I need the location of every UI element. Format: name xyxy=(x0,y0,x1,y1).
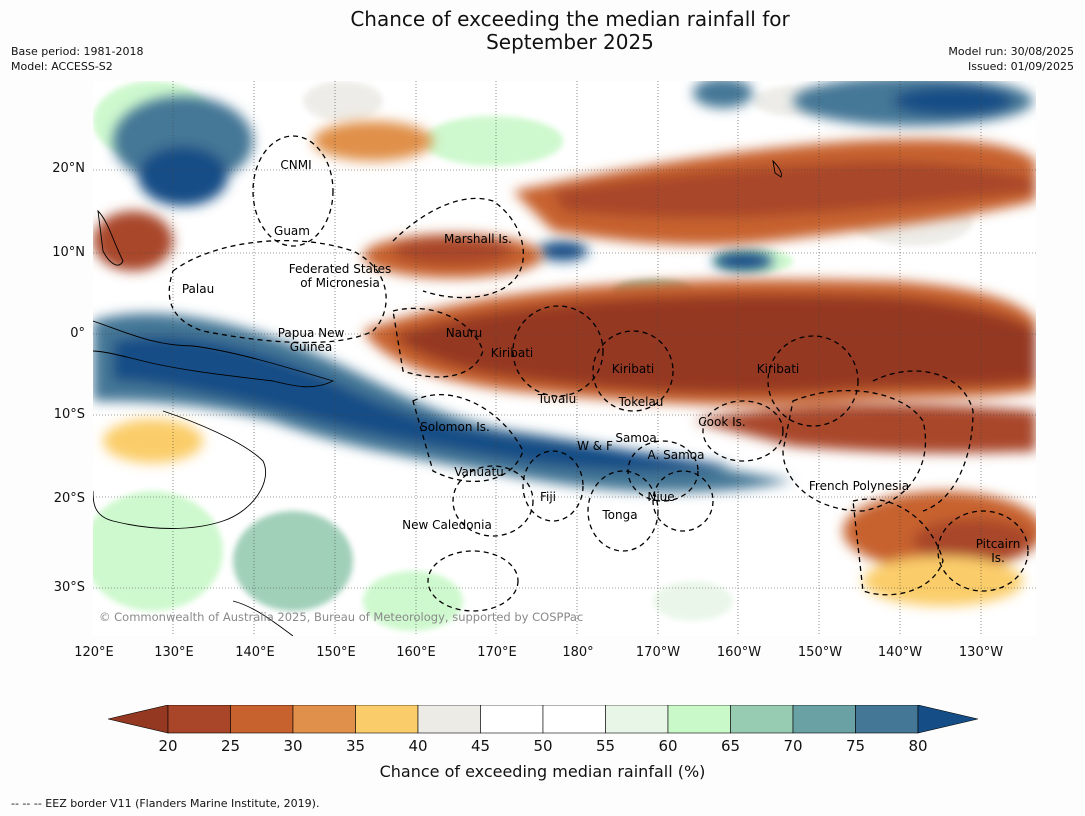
meta-left: Base period: 1981-2018 Model: ACCESS-S2 xyxy=(11,44,143,74)
lat-label-10s: 10°S xyxy=(53,407,85,422)
colorbar-cell xyxy=(792,705,856,734)
colorbar-tick-label: 35 xyxy=(345,737,366,755)
colorbar-cell xyxy=(355,705,419,734)
place-new-caledonia: New Caledonia xyxy=(402,518,492,532)
colorbar-cell xyxy=(167,705,231,734)
place-fsm-line1: Federated States xyxy=(288,262,392,276)
rainfall-map xyxy=(93,81,1036,636)
colorbar-tick-label: 80 xyxy=(908,737,928,755)
lon-label-180: 180° xyxy=(562,645,594,660)
place-cook-islands: Cook Is. xyxy=(698,415,746,429)
dry-anomaly-layer xyxy=(93,121,1036,606)
meta-right: Model run: 30/08/2025 Issued: 01/09/2025 xyxy=(948,44,1074,74)
place-png: Papua New Guinea xyxy=(278,326,345,354)
lon-label-160w: 160°W xyxy=(716,645,762,660)
place-wallis-futuna: W & F xyxy=(577,439,613,453)
place-pitcairn-line1: Pitcairn xyxy=(975,537,1021,551)
lat-label-20n: 20°N xyxy=(52,161,85,176)
colorbar-tick-label: 50 xyxy=(533,737,553,755)
lon-label-170e: 170°E xyxy=(477,645,517,660)
light-anomaly-layer xyxy=(93,81,973,631)
coastlines xyxy=(93,159,782,636)
place-png-line1: Papua New xyxy=(277,326,345,340)
lon-label-130e: 130°E xyxy=(154,645,194,660)
colorbar-cell xyxy=(417,705,481,734)
colorbar-cell xyxy=(855,705,919,734)
place-niue: Niue xyxy=(647,490,675,504)
map-title: Chance of exceeding the median rainfall … xyxy=(0,8,1085,54)
lon-label-140e: 140°E xyxy=(235,645,275,660)
colorbar-tick-label: 70 xyxy=(783,737,803,755)
place-nauru: Nauru xyxy=(445,326,483,340)
place-pitcairn: Pitcairn Is. xyxy=(976,537,1021,565)
place-pitcairn-line2: Is. xyxy=(991,551,1005,565)
place-vanuatu: Vanuatu xyxy=(454,465,504,479)
place-kiribati-central: Kiribati xyxy=(611,362,655,376)
lat-label-20s: 20°S xyxy=(53,491,85,506)
lon-label-120e: 120°E xyxy=(74,645,114,660)
place-fiji: Fiji xyxy=(539,490,557,504)
graticule xyxy=(93,81,1036,636)
place-png-line2: Guinea xyxy=(289,340,333,354)
title-line-1: Chance of exceeding the median rainfall … xyxy=(350,7,790,31)
lon-label-150e: 150°E xyxy=(316,645,356,660)
colorbar-tick-label: 25 xyxy=(220,737,241,755)
lon-label-160e: 160°E xyxy=(396,645,436,660)
colorbar-tick-label: 30 xyxy=(283,737,303,755)
place-tuvalu: Tuvalu xyxy=(537,392,577,406)
lon-label-170w: 170°W xyxy=(635,645,681,660)
place-fsm: Federated States of Micronesia xyxy=(289,262,391,290)
model-name: Model: ACCESS-S2 xyxy=(11,60,113,73)
colorbar-cell xyxy=(292,705,356,734)
issued-date: Issued: 01/09/2025 xyxy=(967,60,1074,73)
place-american-samoa: A. Samoa xyxy=(647,448,705,462)
place-solomon-islands: Solomon Is. xyxy=(420,420,490,434)
copyright-notice: © Commonwealth of Australia 2025, Bureau… xyxy=(99,610,584,624)
base-period: Base period: 1981-2018 xyxy=(11,45,144,58)
place-guam: Guam xyxy=(274,224,310,238)
colorbar-tick-label: 20 xyxy=(158,737,178,755)
title-line-2: September 2025 xyxy=(486,30,654,54)
colorbar-tick-label: 75 xyxy=(845,737,866,755)
place-palau: Palau xyxy=(181,282,215,296)
colorbar-label: Chance of exceeding median rainfall (%) xyxy=(379,762,706,781)
colorbar-cell xyxy=(730,705,794,734)
place-cnmi: CNMI xyxy=(280,158,312,172)
place-marshall-islands: Marshall Is. xyxy=(444,232,512,246)
place-tokelau: Tokelau xyxy=(618,395,664,409)
colorbar-tick-label: 60 xyxy=(658,737,678,755)
lon-label-150w: 150°W xyxy=(797,645,843,660)
colorbar-cell xyxy=(230,705,294,734)
colorbar-cell xyxy=(480,705,544,734)
eez-footnote: -- -- -- EEZ border V11 (Flanders Marine… xyxy=(11,797,320,810)
place-samoa: Samoa xyxy=(615,431,657,445)
colorbar-cell xyxy=(667,705,731,734)
lat-label-30s: 30°S xyxy=(53,580,85,595)
colorbar-tick-label: 40 xyxy=(408,737,428,755)
place-kiribati-west: Kiribati xyxy=(490,346,534,360)
eez-borders xyxy=(168,135,1029,612)
lat-label-0: 0° xyxy=(70,326,85,341)
model-run: Model run: 30/08/2025 xyxy=(948,45,1074,58)
lat-label-10n: 10°N xyxy=(52,245,85,260)
colorbar-cell xyxy=(542,705,606,734)
colorbar-cells xyxy=(108,705,978,734)
place-french-polynesia: French Polynesia xyxy=(808,479,910,493)
colorbar xyxy=(108,705,978,734)
colorbar-tick-label: 65 xyxy=(720,737,741,755)
map-canvas xyxy=(93,81,1036,636)
place-tonga: Tonga xyxy=(602,508,638,522)
colorbar-tick-label: 55 xyxy=(595,737,616,755)
colorbar-tick-label: 45 xyxy=(470,737,491,755)
place-kiribati-east: Kiribati xyxy=(756,362,800,376)
place-fsm-line2: of Micronesia xyxy=(300,276,380,290)
lon-label-130w: 130°W xyxy=(958,645,1004,660)
colorbar-extend-below xyxy=(108,705,169,734)
lon-label-140w: 140°W xyxy=(877,645,923,660)
colorbar-cell xyxy=(605,705,669,734)
colorbar-extend-above xyxy=(917,705,978,734)
